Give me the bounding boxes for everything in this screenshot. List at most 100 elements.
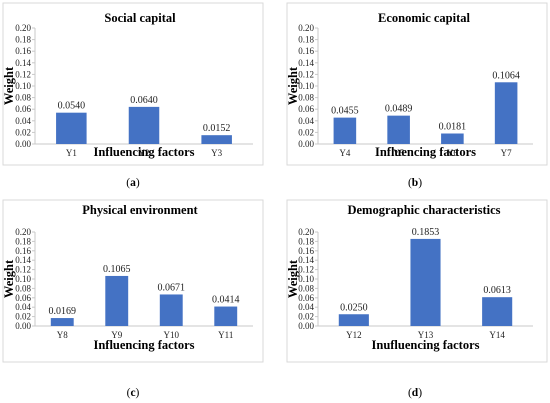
y-tick-label: 0.02 [298, 127, 314, 137]
y-tick-label: 0.02 [298, 312, 314, 322]
y-tick-label: 0.02 [15, 312, 31, 322]
panel-label-prefix: ( [408, 177, 412, 189]
y-tick-label: 0.10 [298, 274, 314, 284]
bar [201, 135, 232, 144]
y-tick-label: 0.06 [298, 293, 314, 303]
x-tick-label: Y9 [111, 330, 122, 340]
panel-letter: b [412, 177, 418, 189]
data-label: 0.1064 [492, 70, 520, 81]
bar [494, 82, 518, 144]
panel-label: (a) [126, 177, 140, 189]
y-tick-label: 0.10 [15, 81, 31, 91]
panel-letter: a [130, 177, 136, 189]
x-axis-label: Influencing factors [93, 338, 194, 352]
panel-label: (b) [408, 177, 422, 189]
y-tick-label: 0.14 [298, 58, 314, 68]
x-axis-label: Inufluencing factors [372, 338, 480, 352]
y-tick-label: 0.16 [15, 246, 31, 256]
x-tick-label: Y12 [346, 330, 362, 340]
data-label: 0.0540 [58, 101, 86, 112]
chart-panel: Social capital 0.00 0.020.04 0.060.08 0.10 0.… [2, 2, 264, 189]
y-tick-label: 0.04 [15, 302, 31, 312]
y-tick-label: 0.12 [298, 69, 314, 79]
data-label: 0.0181 [439, 122, 467, 133]
y-tick-label: 0.00 [15, 321, 31, 331]
y-tick-label: 0.18 [15, 236, 31, 246]
data-label: 0.0169 [49, 306, 77, 317]
chart-panel: Physical environment 0.000.020.040.060.08… [2, 199, 264, 399]
data-label: 0.1853 [412, 227, 440, 238]
bar [387, 115, 410, 144]
data-label: 0.0671 [158, 282, 186, 293]
x-tick-label: Y10 [164, 330, 180, 340]
data-label: 0.0640 [130, 95, 158, 106]
y-tick-label: 0.18 [298, 35, 314, 45]
x-tick-label: Y7 [501, 148, 512, 158]
bar [333, 117, 357, 144]
chart-title: Physical environment [82, 203, 198, 217]
bar [105, 275, 129, 326]
data-label: 0.0414 [212, 295, 240, 306]
x-tick-label: Y4 [339, 148, 350, 158]
panel-letter: d [412, 387, 419, 399]
y-tick-label: 0.14 [15, 58, 31, 68]
y-tick-label: 0.14 [298, 255, 314, 265]
y-tick-label: 0.20 [298, 227, 314, 237]
y-axis-label: Weight [2, 66, 16, 105]
y-tick-label: 0.04 [298, 302, 314, 312]
bar [214, 306, 238, 326]
y-tick-label: 0.18 [15, 35, 31, 45]
chart-title: Economic capital [378, 11, 471, 25]
y-tick-label: 0.06 [15, 104, 31, 114]
panel-label-suffix: ) [136, 387, 140, 399]
y-tick-label: 0.20 [15, 23, 31, 33]
y-tick-label: 0.18 [298, 236, 314, 246]
bar [410, 238, 441, 326]
bar [128, 106, 160, 144]
y-tick-label: 0.08 [298, 283, 314, 293]
chart-panel: Economic capital 0.00 0.020.04 0.060.08 0.10… [286, 2, 548, 189]
chart-panel: Demographic characteristics0.000.020.040… [286, 199, 548, 399]
y-tick-label: 0.06 [15, 293, 31, 303]
bar [338, 314, 369, 326]
y-axis-label: Weight [286, 259, 300, 298]
panel-label: (c) [127, 387, 140, 399]
panel-frame [2, 199, 264, 363]
bar [441, 133, 464, 144]
x-tick-label: Y13 [418, 330, 434, 340]
panel-letter: c [130, 387, 135, 399]
panel-label-prefix: ( [127, 387, 131, 399]
y-tick-label: 0.20 [298, 23, 314, 33]
y-tick-label: 0.12 [15, 265, 31, 275]
panel-label: (d) [408, 387, 422, 399]
y-tick-label: 0.12 [298, 265, 314, 275]
chart-title: Demographic characteristics [347, 203, 500, 217]
panel-label-suffix: ) [418, 177, 422, 189]
x-tick-label: Y6 [447, 148, 458, 158]
y-tick-label: 0.08 [15, 283, 31, 293]
panel-label-suffix: ) [418, 387, 422, 399]
x-tick-label: Y5 [393, 148, 404, 158]
y-tick-label: 0.04 [15, 116, 31, 126]
y-tick-label: 0.00 [298, 139, 314, 149]
x-tick-label: Y11 [218, 330, 233, 340]
x-tick-label: Y1 [66, 148, 77, 158]
data-label: 0.0489 [385, 104, 413, 115]
y-tick-label: 0.16 [15, 46, 31, 56]
y-tick-label: 0.10 [15, 274, 31, 284]
data-label: 0.1065 [103, 264, 131, 275]
y-tick-label: 0.00 [298, 321, 314, 331]
y-tick-label: 0.04 [298, 116, 314, 126]
y-tick-label: 0.08 [298, 93, 314, 103]
x-tick-label: Y8 [57, 330, 68, 340]
y-tick-label: 0.02 [15, 127, 31, 137]
y-tick-label: 0.08 [15, 93, 31, 103]
y-tick-label: 0.16 [298, 46, 314, 56]
y-tick-label: 0.20 [15, 227, 31, 237]
bar [482, 297, 513, 326]
bar [56, 112, 87, 144]
y-tick-label: 0.12 [15, 69, 31, 79]
bar [159, 294, 183, 326]
chart-title: Social capital [104, 11, 176, 25]
